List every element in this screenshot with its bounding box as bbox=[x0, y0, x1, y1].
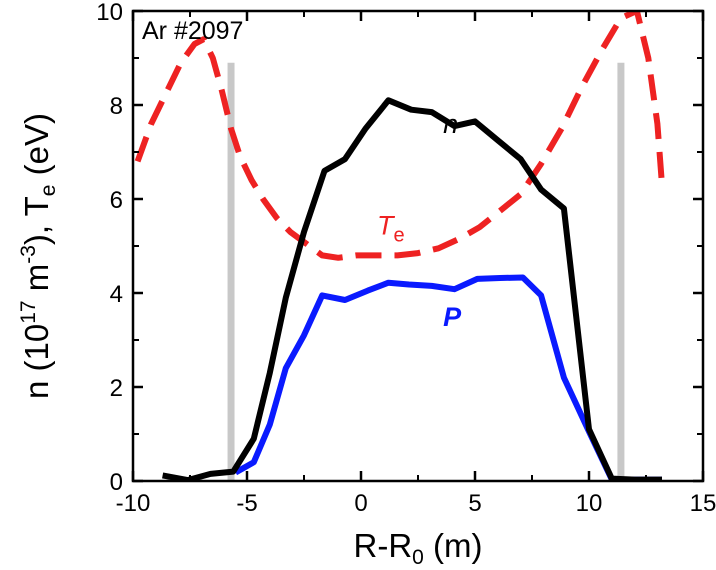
x-axis-title: R-R0 (m) bbox=[354, 527, 483, 569]
x-tick-label: 5 bbox=[468, 490, 481, 517]
series-label-n: n bbox=[443, 109, 458, 139]
plot-content bbox=[134, 11, 665, 481]
y-tick-label: 8 bbox=[110, 93, 123, 120]
series-label-P: P bbox=[443, 302, 462, 332]
labels: -10 -5 0 5 10 15 0 2 4 6 8 10 Ar #2097 n P Te R-R0 (m) n … bbox=[17, 0, 716, 569]
series-line-Te bbox=[134, 11, 665, 261]
x-tick-label: -10 bbox=[116, 490, 151, 517]
y-tick-label: 4 bbox=[110, 281, 123, 308]
x-tick-label: 10 bbox=[576, 490, 603, 517]
x-tick-label: 15 bbox=[690, 490, 716, 517]
y-axis-title: n (1017 m-3), Te (eV) bbox=[17, 113, 60, 399]
ticks bbox=[131, 9, 705, 483]
x-tick-label: 0 bbox=[354, 490, 367, 517]
y-tick-label: 10 bbox=[96, 0, 123, 26]
y-tick-label: 6 bbox=[110, 187, 123, 214]
shot-annotation: Ar #2097 bbox=[142, 17, 243, 45]
series-line-P bbox=[234, 274, 662, 481]
x-tick-label: -5 bbox=[236, 490, 257, 517]
series-label-Te: Te bbox=[377, 210, 405, 246]
series-line-n bbox=[162, 97, 662, 481]
y-tick-label: 2 bbox=[110, 375, 123, 402]
y-tick-label: 0 bbox=[110, 469, 123, 496]
